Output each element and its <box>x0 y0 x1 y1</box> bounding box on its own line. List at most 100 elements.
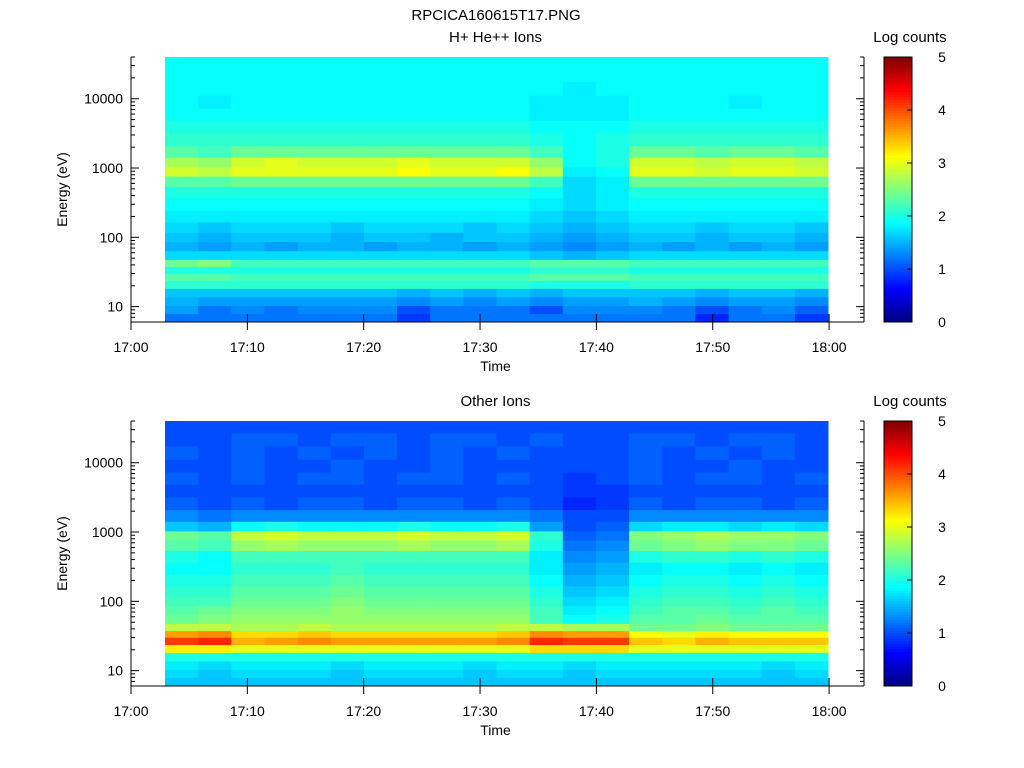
colorbar-tick-label: 1 <box>938 261 946 277</box>
heatmap-cell <box>529 630 564 638</box>
heatmap-cell <box>330 459 365 473</box>
heatmap-cell <box>496 221 531 233</box>
heatmap-cell <box>264 68 299 83</box>
heatmap-cell <box>529 623 564 632</box>
heatmap-cell <box>595 421 630 434</box>
heatmap-cell <box>695 132 730 147</box>
heatmap-cell <box>695 652 730 662</box>
heatmap-cell <box>297 585 332 597</box>
colorbar-segment <box>884 239 912 243</box>
heatmap-cell <box>264 266 299 274</box>
heatmap-cell <box>463 288 497 298</box>
colorbar-segment <box>884 70 912 74</box>
heatmap-cell <box>430 472 464 485</box>
heatmap-cell <box>297 221 332 233</box>
heatmap-cell <box>397 637 431 646</box>
heatmap-cell <box>794 669 829 679</box>
colorbar-segment <box>884 78 912 82</box>
heatmap-cell <box>297 669 332 679</box>
heatmap-cell <box>595 198 630 211</box>
colorbar-segment <box>884 218 912 222</box>
heatmap-cell <box>794 157 829 168</box>
colorbar-segment <box>884 643 912 647</box>
heatmap-cell <box>397 288 431 298</box>
heatmap-cell <box>595 273 630 282</box>
heatmap-cell <box>397 198 431 211</box>
heatmap-cell <box>198 484 232 498</box>
heatmap-cell <box>662 210 696 223</box>
heatmap-cell <box>629 637 663 646</box>
heatmap-cell <box>595 432 630 447</box>
heatmap-cell <box>297 288 332 298</box>
heatmap-cell <box>397 614 431 624</box>
heatmap-cell <box>794 210 829 223</box>
heatmap-cell <box>629 562 663 575</box>
colorbar-segment <box>884 83 912 87</box>
heatmap-cell <box>231 68 265 83</box>
heatmap-cell <box>629 630 663 638</box>
colorbar-segment <box>884 104 912 108</box>
heatmap-cell <box>662 166 696 177</box>
heatmap-cell <box>529 232 564 243</box>
heatmap-cell <box>165 660 199 670</box>
heatmap-cell <box>264 637 299 646</box>
heatmap-cell <box>264 280 299 289</box>
heatmap-cell <box>297 530 332 541</box>
heatmap-cell <box>529 120 564 134</box>
colorbar-segment <box>884 521 912 525</box>
heatmap-cell <box>496 232 531 243</box>
heatmap-cell <box>496 550 531 563</box>
heatmap-cell <box>363 108 398 121</box>
heatmap-cell <box>496 120 531 134</box>
heatmap-cell <box>463 630 497 638</box>
heatmap-cell <box>662 677 696 687</box>
heatmap-cell <box>562 280 597 289</box>
heatmap-cell <box>397 305 431 315</box>
heatmap-cell <box>363 637 398 646</box>
heatmap-cell <box>695 305 730 315</box>
colorbar-segment <box>884 662 912 666</box>
heatmap-cell <box>463 176 497 188</box>
heatmap-cell <box>165 652 199 662</box>
colorbar-segment <box>884 574 912 578</box>
heatmap-cell <box>529 157 564 168</box>
colorbar-segment <box>884 261 912 265</box>
heatmap-cell <box>397 273 431 282</box>
heatmap-cell <box>695 232 730 243</box>
colorbar-segment <box>884 266 912 270</box>
heatmap-cell <box>728 509 763 522</box>
heatmap-cell <box>330 221 365 233</box>
heatmap-cell <box>728 250 763 260</box>
heatmap-cell <box>695 186 730 199</box>
heatmap-cell <box>297 421 332 434</box>
heatmap-cell <box>363 232 398 243</box>
heatmap-cell <box>397 630 431 638</box>
heatmap-cell <box>363 68 398 83</box>
heatmap-cell <box>496 530 531 541</box>
heatmap-cell <box>430 145 464 158</box>
heatmap-cell <box>198 540 232 552</box>
heatmap-cell <box>430 108 464 121</box>
y-tick-label: 10 <box>107 663 123 679</box>
heatmap-cell <box>198 305 232 315</box>
colorbar-segment <box>884 110 912 114</box>
heatmap-cell <box>496 677 531 687</box>
heatmap-cell <box>695 273 730 282</box>
heatmap-cell <box>198 132 232 147</box>
heatmap-cell <box>496 596 531 607</box>
heatmap-cell <box>463 496 497 511</box>
heatmap-cell <box>562 574 597 587</box>
x-tick-label: 17:30 <box>463 703 498 719</box>
colorbar-segment <box>884 99 912 103</box>
heatmap-cell <box>231 509 265 522</box>
heatmap-cell <box>761 166 796 177</box>
heatmap-cell <box>496 459 531 473</box>
heatmap-cell <box>595 574 630 587</box>
heatmap-cell <box>231 445 265 460</box>
heatmap-cell <box>562 550 597 563</box>
heatmap-cell <box>397 585 431 597</box>
heatmap-cell <box>165 521 199 532</box>
heatmap-cell <box>264 186 299 199</box>
heatmap-cell <box>562 313 597 323</box>
heatmap-cell <box>662 288 696 298</box>
